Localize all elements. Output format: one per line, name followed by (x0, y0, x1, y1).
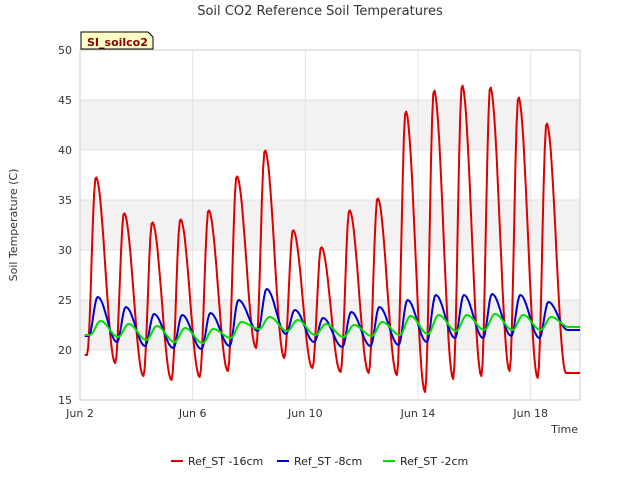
plot-frame (79, 49, 581, 401)
y-tick-label: 40 (58, 144, 72, 157)
x-tick-label: Jun 2 (65, 407, 94, 420)
x-tick-label: Jun 6 (178, 407, 207, 420)
series-line-minus-8cm (84, 288, 580, 350)
y-tick-label: 20 (58, 344, 72, 357)
y-tick-label: 15 (58, 394, 72, 407)
y-tick-label: 30 (58, 244, 72, 257)
x-axis-ticks: Jun 2 Jun 6 Jun 10 Jun 14 Jun 18 (65, 407, 548, 420)
series-line-minus-16cm (84, 84, 580, 393)
legend: Ref_ST -16cm Ref_ST -8cm Ref_ST -2cm (171, 455, 468, 468)
legend-item: Ref_ST -2cm (383, 455, 468, 468)
plot-bands (80, 100, 580, 350)
y-tick-label: 45 (58, 94, 72, 107)
x-tick-label: Jun 14 (400, 407, 436, 420)
legend-label: Ref_ST -16cm (188, 455, 263, 468)
x-tick-label: Jun 18 (512, 407, 548, 420)
y-axis-ticks: 15 20 25 30 35 40 45 50 (58, 44, 72, 407)
y-tick-label: 35 (58, 194, 72, 207)
y-axis-label: Soil Temperature (C) (7, 169, 20, 282)
legend-label: Ref_ST -8cm (294, 455, 362, 468)
y-tick-label: 50 (58, 44, 72, 57)
site-badge: SI_soilco2 (80, 31, 154, 50)
x-axis-label: Time (550, 423, 578, 436)
series-line-minus-2cm (84, 313, 580, 344)
site-badge-label: SI_soilco2 (87, 36, 148, 49)
plot-band (80, 200, 580, 250)
x-tick-label: Jun 10 (287, 407, 323, 420)
legend-label: Ref_ST -2cm (400, 455, 468, 468)
series-lines (84, 84, 580, 393)
plot-band (80, 100, 580, 150)
chart-title: Soil CO2 Reference Soil Temperatures (197, 4, 443, 19)
legend-item: Ref_ST -16cm (171, 455, 263, 468)
legend-item: Ref_ST -8cm (277, 455, 362, 468)
y-tick-label: 25 (58, 294, 72, 307)
